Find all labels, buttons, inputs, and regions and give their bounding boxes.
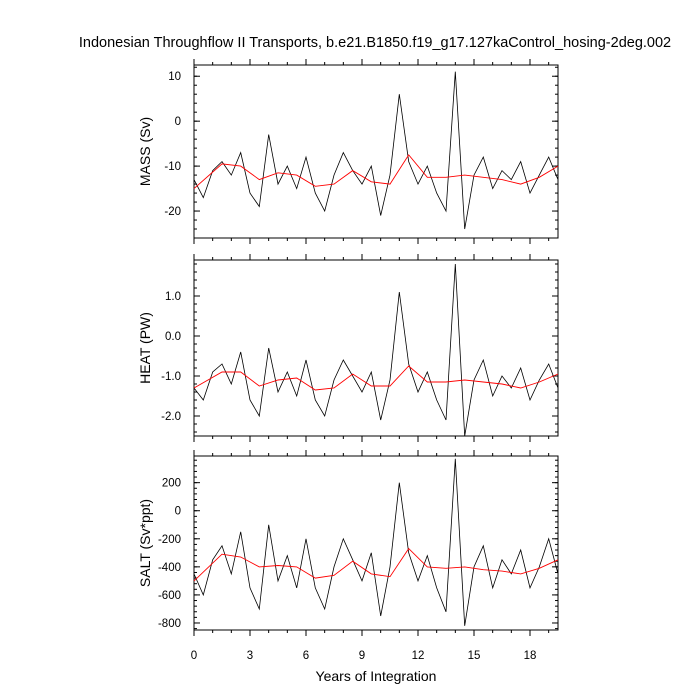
x-tick-label: 9 (359, 650, 365, 662)
monthly-series-line (193, 71, 559, 230)
y-axis-label: MASS (Sv) (137, 117, 153, 186)
panel-frame (193, 259, 559, 437)
chart-title: Indonesian Throughflow II Transports, b.… (79, 35, 671, 51)
y-tick-label: -20 (164, 206, 181, 218)
annual-mean-series-line (193, 365, 559, 391)
panel-frame (193, 64, 559, 239)
y-tick-label: -200 (158, 534, 181, 546)
y-axis-label: SALT (Sv*ppt) (137, 499, 153, 587)
x-tick-label: 3 (247, 650, 253, 662)
y-tick-label: -600 (158, 590, 181, 602)
monthly-series-line (193, 458, 559, 626)
y-tick-label: -400 (158, 562, 181, 574)
y-tick-label: -800 (158, 618, 181, 630)
panel-2: 1.0 0.0 -1.0 -2.0 HEAT (PW) (137, 254, 559, 442)
y-tick-label: 0 (175, 116, 181, 128)
panels: 10 0 -10 -20 MASS (Sv) 1.0 0.0 -1.0 -2.0 HEAT (PW… (137, 59, 559, 662)
annual-mean-series-line (193, 547, 559, 582)
monthly-series-line (193, 263, 559, 437)
y-tick-label: 0 (175, 506, 181, 518)
y-tick-label: -10 (164, 161, 181, 173)
panel-frame (193, 455, 559, 631)
annual-mean-series-line (193, 154, 559, 189)
x-tick-label: 18 (524, 650, 537, 662)
x-tick-label: 0 (191, 650, 197, 662)
y-tick-label: -1.0 (161, 371, 181, 383)
x-tick-label: 15 (468, 650, 481, 662)
panel-3: 200 0 -200 -400 -600 -800 SALT (Sv*ppt) (137, 450, 559, 636)
y-tick-label: 0.0 (165, 331, 181, 343)
x-axis-label: Years of Integration (316, 668, 437, 684)
y-tick-label: 1.0 (165, 291, 181, 303)
panel-1: 10 0 -10 -20 MASS (Sv) (137, 59, 559, 244)
x-tick-label: 12 (412, 650, 425, 662)
y-axis-label: HEAT (PW) (137, 312, 153, 384)
y-tick-label: 200 (162, 478, 181, 490)
y-tick-label: -2.0 (161, 411, 181, 423)
y-tick-label: 10 (168, 71, 181, 83)
x-tick-label: 6 (303, 650, 309, 662)
